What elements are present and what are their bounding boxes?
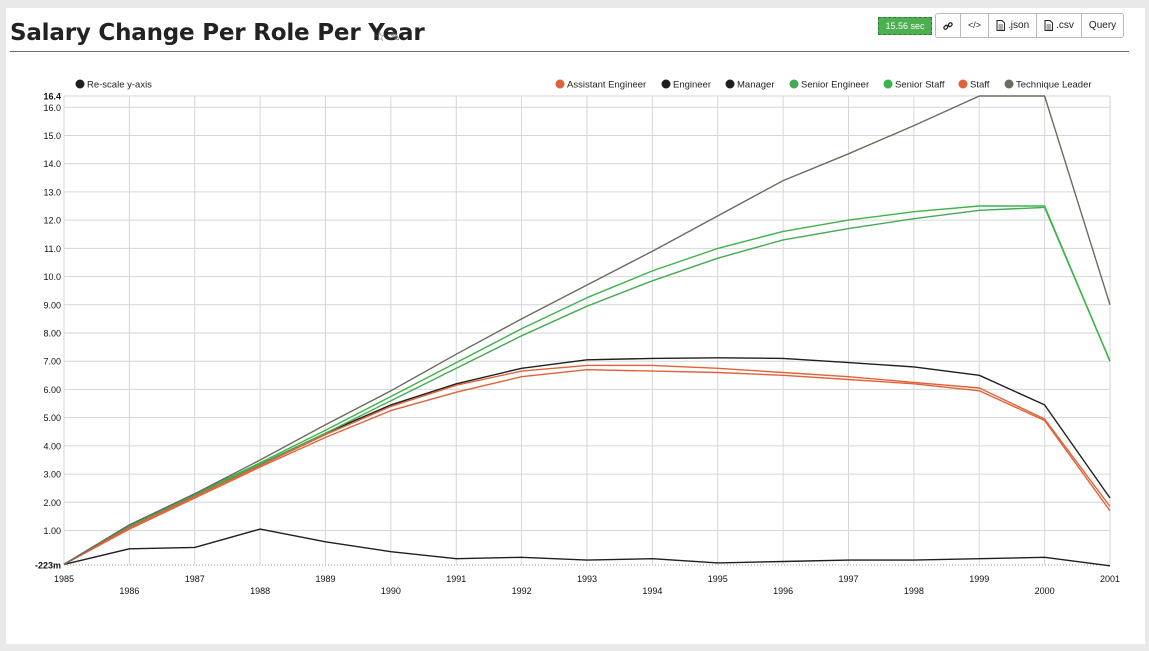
x-tick-label: 1987 bbox=[185, 574, 205, 584]
legend-layer: Re-scale y-axis Assistant Engineer Enginee… bbox=[75, 79, 1092, 91]
series-layer bbox=[63, 95, 1111, 567]
legend-item-manager[interactable]: Manager bbox=[737, 80, 775, 91]
y-tick-label: 15.0 bbox=[43, 131, 61, 141]
series-line-technique-leader bbox=[63, 95, 1111, 565]
legend-item-assistant-engineer[interactable]: Assistant Engineer bbox=[567, 80, 646, 91]
series-line-senior-engineer bbox=[63, 206, 1111, 566]
x-tick-label: 1997 bbox=[838, 574, 858, 584]
code-icon: </> bbox=[968, 20, 982, 30]
x-tick-label: 1993 bbox=[577, 574, 597, 584]
x-tick-label: 1986 bbox=[119, 586, 139, 596]
y-tick-label: 16.0 bbox=[43, 103, 61, 113]
x-tick-label: 1992 bbox=[512, 586, 532, 596]
y-tick-label: 7.00 bbox=[43, 357, 61, 367]
x-tick-label: 1985 bbox=[54, 574, 74, 584]
x-tick-label: 1996 bbox=[773, 586, 793, 596]
file-icon bbox=[1044, 20, 1054, 31]
legend-marker-manager[interactable] bbox=[725, 79, 735, 89]
export-toolbar: </> .json .csv Query bbox=[935, 13, 1125, 38]
axis-layer: -223m 1.00 2.00 3.00 4.00 5.00 6.00 7.00 8.00 9.0… bbox=[35, 92, 1120, 597]
chart-panel bbox=[6, 8, 1145, 644]
legend-marker-senior-engineer[interactable] bbox=[789, 79, 799, 89]
view-query-button[interactable]: Query bbox=[1080, 14, 1123, 37]
x-tick-label: 1991 bbox=[446, 574, 466, 584]
series-line-assistant-engineer bbox=[63, 369, 1111, 566]
query-timer-badge: 15.56 sec bbox=[878, 17, 932, 35]
rescale-y-axis-marker[interactable] bbox=[75, 79, 85, 89]
export-csv-button[interactable]: .csv bbox=[1036, 14, 1081, 37]
export-csv-label: .csv bbox=[1056, 20, 1074, 31]
rescale-y-axis-toggle[interactable]: Re-scale y-axis bbox=[87, 80, 152, 91]
y-tick-label: 2.00 bbox=[43, 498, 61, 508]
y-tick-label: 11.0 bbox=[44, 244, 61, 254]
y-tick-label: 4.00 bbox=[43, 441, 61, 451]
x-tick-label: 1995 bbox=[708, 574, 728, 584]
link-icon bbox=[943, 21, 953, 30]
y-tick-label: 16.4 bbox=[43, 92, 61, 102]
title-actions: ☆ ✎ bbox=[374, 30, 401, 44]
series-line-staff bbox=[63, 364, 1111, 566]
series-line-manager bbox=[63, 528, 1111, 567]
series-line-senior-staff bbox=[63, 205, 1111, 565]
legend-item-engineer[interactable]: Engineer bbox=[673, 80, 711, 91]
export-json-label: .json bbox=[1008, 20, 1030, 31]
edit-icon[interactable]: ✎ bbox=[389, 29, 401, 44]
y-tick-label: 13.0 bbox=[43, 187, 61, 197]
y-tick-label: 1.00 bbox=[43, 526, 61, 536]
page-title: Salary Change Per Role Per Year bbox=[10, 20, 425, 46]
embed-code-button[interactable]: </> bbox=[960, 14, 988, 37]
legend-marker-technique-leader[interactable] bbox=[1004, 79, 1014, 89]
x-tick-label: 1998 bbox=[904, 586, 924, 596]
x-tick-label: 1999 bbox=[969, 574, 989, 584]
legend-item-senior-engineer[interactable]: Senior Engineer bbox=[801, 80, 869, 91]
legend-marker-staff[interactable] bbox=[958, 79, 968, 89]
y-tick-label: 12.0 bbox=[43, 216, 61, 226]
y-tick-label: 9.00 bbox=[43, 300, 61, 310]
x-tick-label: 2001 bbox=[1100, 574, 1120, 584]
legend-marker-senior-staff[interactable] bbox=[883, 79, 893, 89]
y-tick-label: 10.0 bbox=[43, 272, 61, 282]
legend-item-staff[interactable]: Staff bbox=[970, 80, 990, 91]
legend-marker-assistant-engineer[interactable] bbox=[555, 79, 565, 89]
y-tick-label: 5.00 bbox=[43, 413, 61, 423]
legend-marker-engineer[interactable] bbox=[661, 79, 671, 89]
y-tick-label: -223m bbox=[35, 561, 61, 571]
file-icon bbox=[996, 20, 1006, 31]
header-divider bbox=[10, 51, 1129, 52]
y-tick-label: 14.0 bbox=[43, 159, 61, 169]
x-tick-label: 2000 bbox=[1035, 586, 1055, 596]
y-tick-label: 8.00 bbox=[43, 328, 61, 338]
grid-layer bbox=[63, 95, 1111, 566]
y-tick-label: 6.00 bbox=[43, 385, 61, 395]
star-outline-icon[interactable]: ☆ bbox=[374, 29, 386, 44]
y-tick-label: 3.00 bbox=[43, 470, 61, 480]
copy-link-button[interactable] bbox=[936, 14, 960, 37]
x-tick-label: 1994 bbox=[642, 586, 662, 596]
legend-item-senior-staff[interactable]: Senior Staff bbox=[895, 80, 945, 91]
x-tick-label: 1988 bbox=[250, 586, 270, 596]
legend-item-technique-leader[interactable]: Technique Leader bbox=[1016, 80, 1092, 91]
export-json-button[interactable]: .json bbox=[988, 14, 1036, 37]
x-tick-label: 1989 bbox=[315, 574, 335, 584]
x-tick-label: 1990 bbox=[381, 586, 401, 596]
